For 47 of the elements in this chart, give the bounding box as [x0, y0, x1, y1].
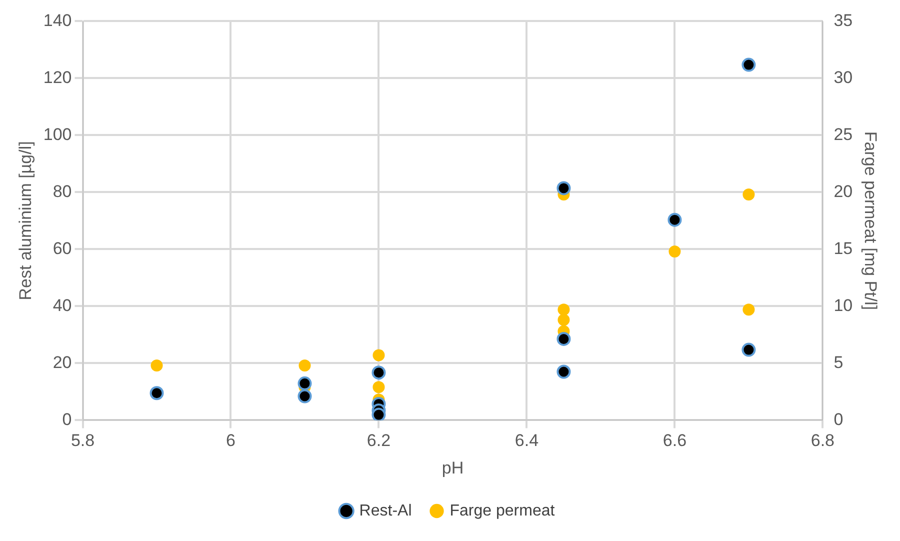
y2-tick-label: 25	[834, 124, 853, 144]
point	[668, 212, 682, 227]
y-tick-label: 40	[52, 296, 72, 315]
point	[298, 359, 311, 372]
y2-tick-label: 35	[834, 10, 853, 30]
point	[150, 386, 164, 400]
x-tick-label: 6.4	[514, 431, 539, 450]
point	[372, 366, 386, 380]
y-tick-label: 20	[52, 352, 72, 372]
y-tick-label: 0	[62, 410, 72, 429]
y-tick-label: 140	[43, 10, 72, 30]
y-tick-label: 100	[43, 124, 72, 144]
point	[298, 376, 312, 390]
x-tick-label: 6.6	[662, 431, 687, 450]
point	[372, 408, 386, 420]
point	[558, 314, 570, 326]
legend-label: Farge permeat	[450, 502, 556, 520]
point	[372, 381, 385, 394]
point	[668, 245, 681, 258]
y-tick-label: 120	[43, 68, 72, 87]
point	[298, 389, 312, 404]
y2-axis-title: Farge permeat [mg Pt/l]	[861, 131, 880, 310]
point	[556, 332, 571, 346]
point	[372, 349, 385, 362]
point	[556, 364, 571, 379]
y2-tick-label: 30	[834, 68, 853, 87]
point	[742, 58, 756, 72]
y-axis-title: Rest aluminium [µg/l]	[16, 141, 35, 300]
x-tick-label: 6	[226, 431, 236, 450]
y2-tick-label: 5	[834, 352, 844, 372]
x-tick-label: 6.8	[810, 431, 835, 450]
x-tick-label: 5.8	[70, 431, 95, 450]
y-tick-label: 80	[52, 182, 72, 201]
point	[742, 304, 755, 316]
point	[556, 181, 571, 196]
point	[150, 359, 163, 372]
x-tick-label: 6.2	[366, 431, 391, 450]
legend-label: Rest-Al	[359, 502, 412, 520]
y2-tick-label: 0	[834, 410, 844, 429]
point	[558, 304, 570, 316]
y2-tick-label: 20	[834, 182, 853, 201]
y-tick-label: 60	[52, 238, 72, 258]
y2-tick-label: 15	[834, 238, 853, 258]
point	[742, 342, 756, 357]
y2-tick-label: 10	[834, 296, 853, 315]
point	[742, 188, 755, 200]
x-axis-title: pH	[442, 458, 464, 478]
